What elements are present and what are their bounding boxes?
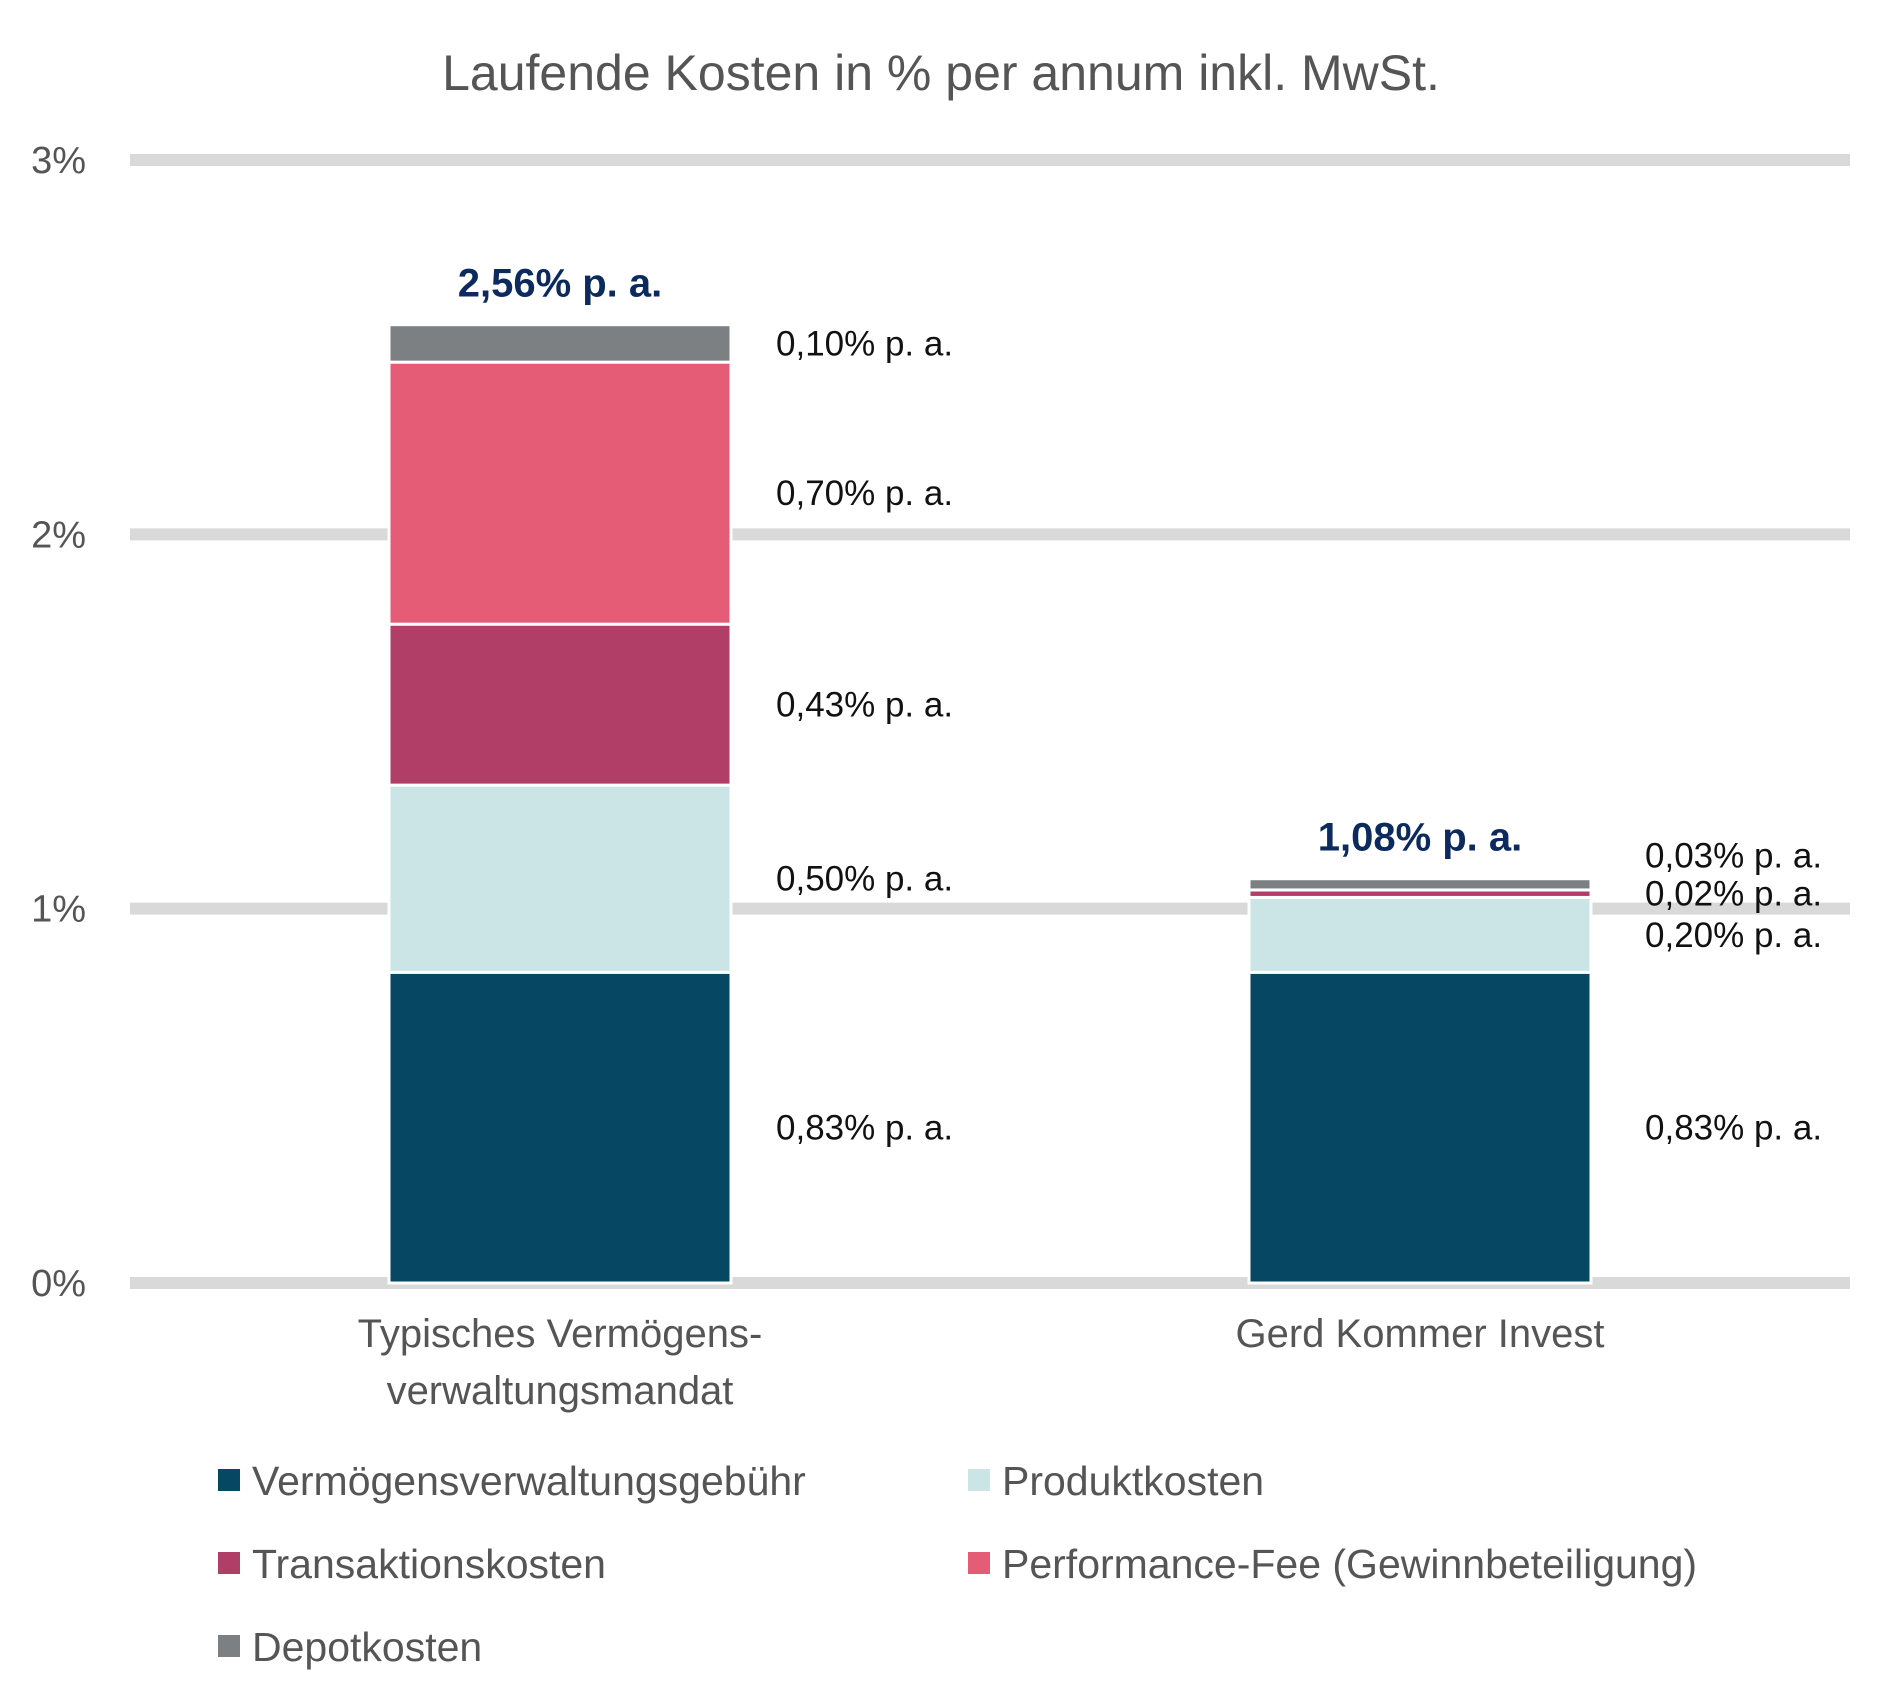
segment-label: 0,03% p. a.: [1645, 837, 1822, 876]
y-tick-label: 0%: [31, 1263, 86, 1305]
legend-label: Depotkosten: [252, 1624, 482, 1670]
legend-item: Vermögensverwaltungsgebühr: [218, 1458, 806, 1504]
segment-labels: 0,83% p. a. 0,50% p. a. 0,43% p. a. 0,70% p…: [776, 324, 1822, 1147]
bar-segment-performance-fee-gewinnbeteiligung-: [387, 360, 733, 626]
bar-segment-produktkosten: [387, 783, 733, 974]
y-tick-label: 3%: [31, 140, 86, 182]
legend-swatch: [218, 1469, 240, 1491]
legend-item: Performance-Fee (Gewinnbeteiligung): [968, 1541, 1697, 1587]
segment-label: 0,83% p. a.: [776, 1109, 953, 1148]
legend: Vermögensverwaltungsgebühr Produktkosten T…: [218, 1458, 1697, 1670]
x-category-label: verwaltungsmandat: [387, 1369, 734, 1413]
x-axis-categories: Typisches Vermögens-verwaltungsmandat Ger…: [358, 1312, 1605, 1413]
bar-segment-verm-gensverwaltungsgeb-hr: [1247, 970, 1593, 1285]
legend-label: Transaktionskosten: [252, 1541, 606, 1587]
legend-label: Vermögensverwaltungsgebühr: [252, 1458, 806, 1504]
legend-swatch: [968, 1469, 990, 1491]
bar-segment-depotkosten: [387, 323, 733, 364]
bar-segment-depotkosten: [1247, 877, 1593, 892]
segment-label: 0,20% p. a.: [1645, 916, 1822, 955]
bar-segment-produktkosten: [1247, 895, 1593, 974]
segment-label: 0,10% p. a.: [776, 324, 953, 363]
bar-total-label: 1,08% p. a.: [1318, 816, 1523, 860]
legend-item: Transaktionskosten: [218, 1541, 606, 1587]
bars: [387, 323, 1593, 1285]
y-tick-label: 2%: [31, 514, 86, 556]
segment-label: 0,43% p. a.: [776, 686, 953, 725]
bar-total-label: 2,56% p. a.: [458, 262, 663, 306]
segment-label: 0,50% p. a.: [776, 860, 953, 899]
legend-label: Performance-Fee (Gewinnbeteiligung): [1002, 1541, 1697, 1587]
bar-segment-transaktionskosten: [387, 622, 733, 787]
chart-title: Laufende Kosten in % per annum inkl. MwS…: [442, 45, 1440, 101]
legend-label: Produktkosten: [1002, 1458, 1264, 1504]
y-axis-ticks: 0% 1% 2% 3%: [31, 140, 86, 1305]
total-labels: 2,56% p. a. 1,08% p. a.: [458, 262, 1523, 860]
segment-label: 0,02% p. a.: [1645, 875, 1822, 914]
legend-item: Depotkosten: [218, 1624, 482, 1670]
segment-label: 0,70% p. a.: [776, 474, 953, 513]
bar-segment-verm-gensverwaltungsgeb-hr: [387, 970, 733, 1285]
legend-swatch: [218, 1552, 240, 1574]
legend-swatch: [218, 1635, 240, 1657]
legend-item: Produktkosten: [968, 1458, 1264, 1504]
x-category-label: Typisches Vermögens-: [358, 1312, 763, 1356]
y-tick-label: 1%: [31, 889, 86, 931]
legend-swatch: [968, 1552, 990, 1574]
x-category-label: Gerd Kommer Invest: [1235, 1312, 1604, 1356]
segment-label: 0,83% p. a.: [1645, 1109, 1822, 1148]
